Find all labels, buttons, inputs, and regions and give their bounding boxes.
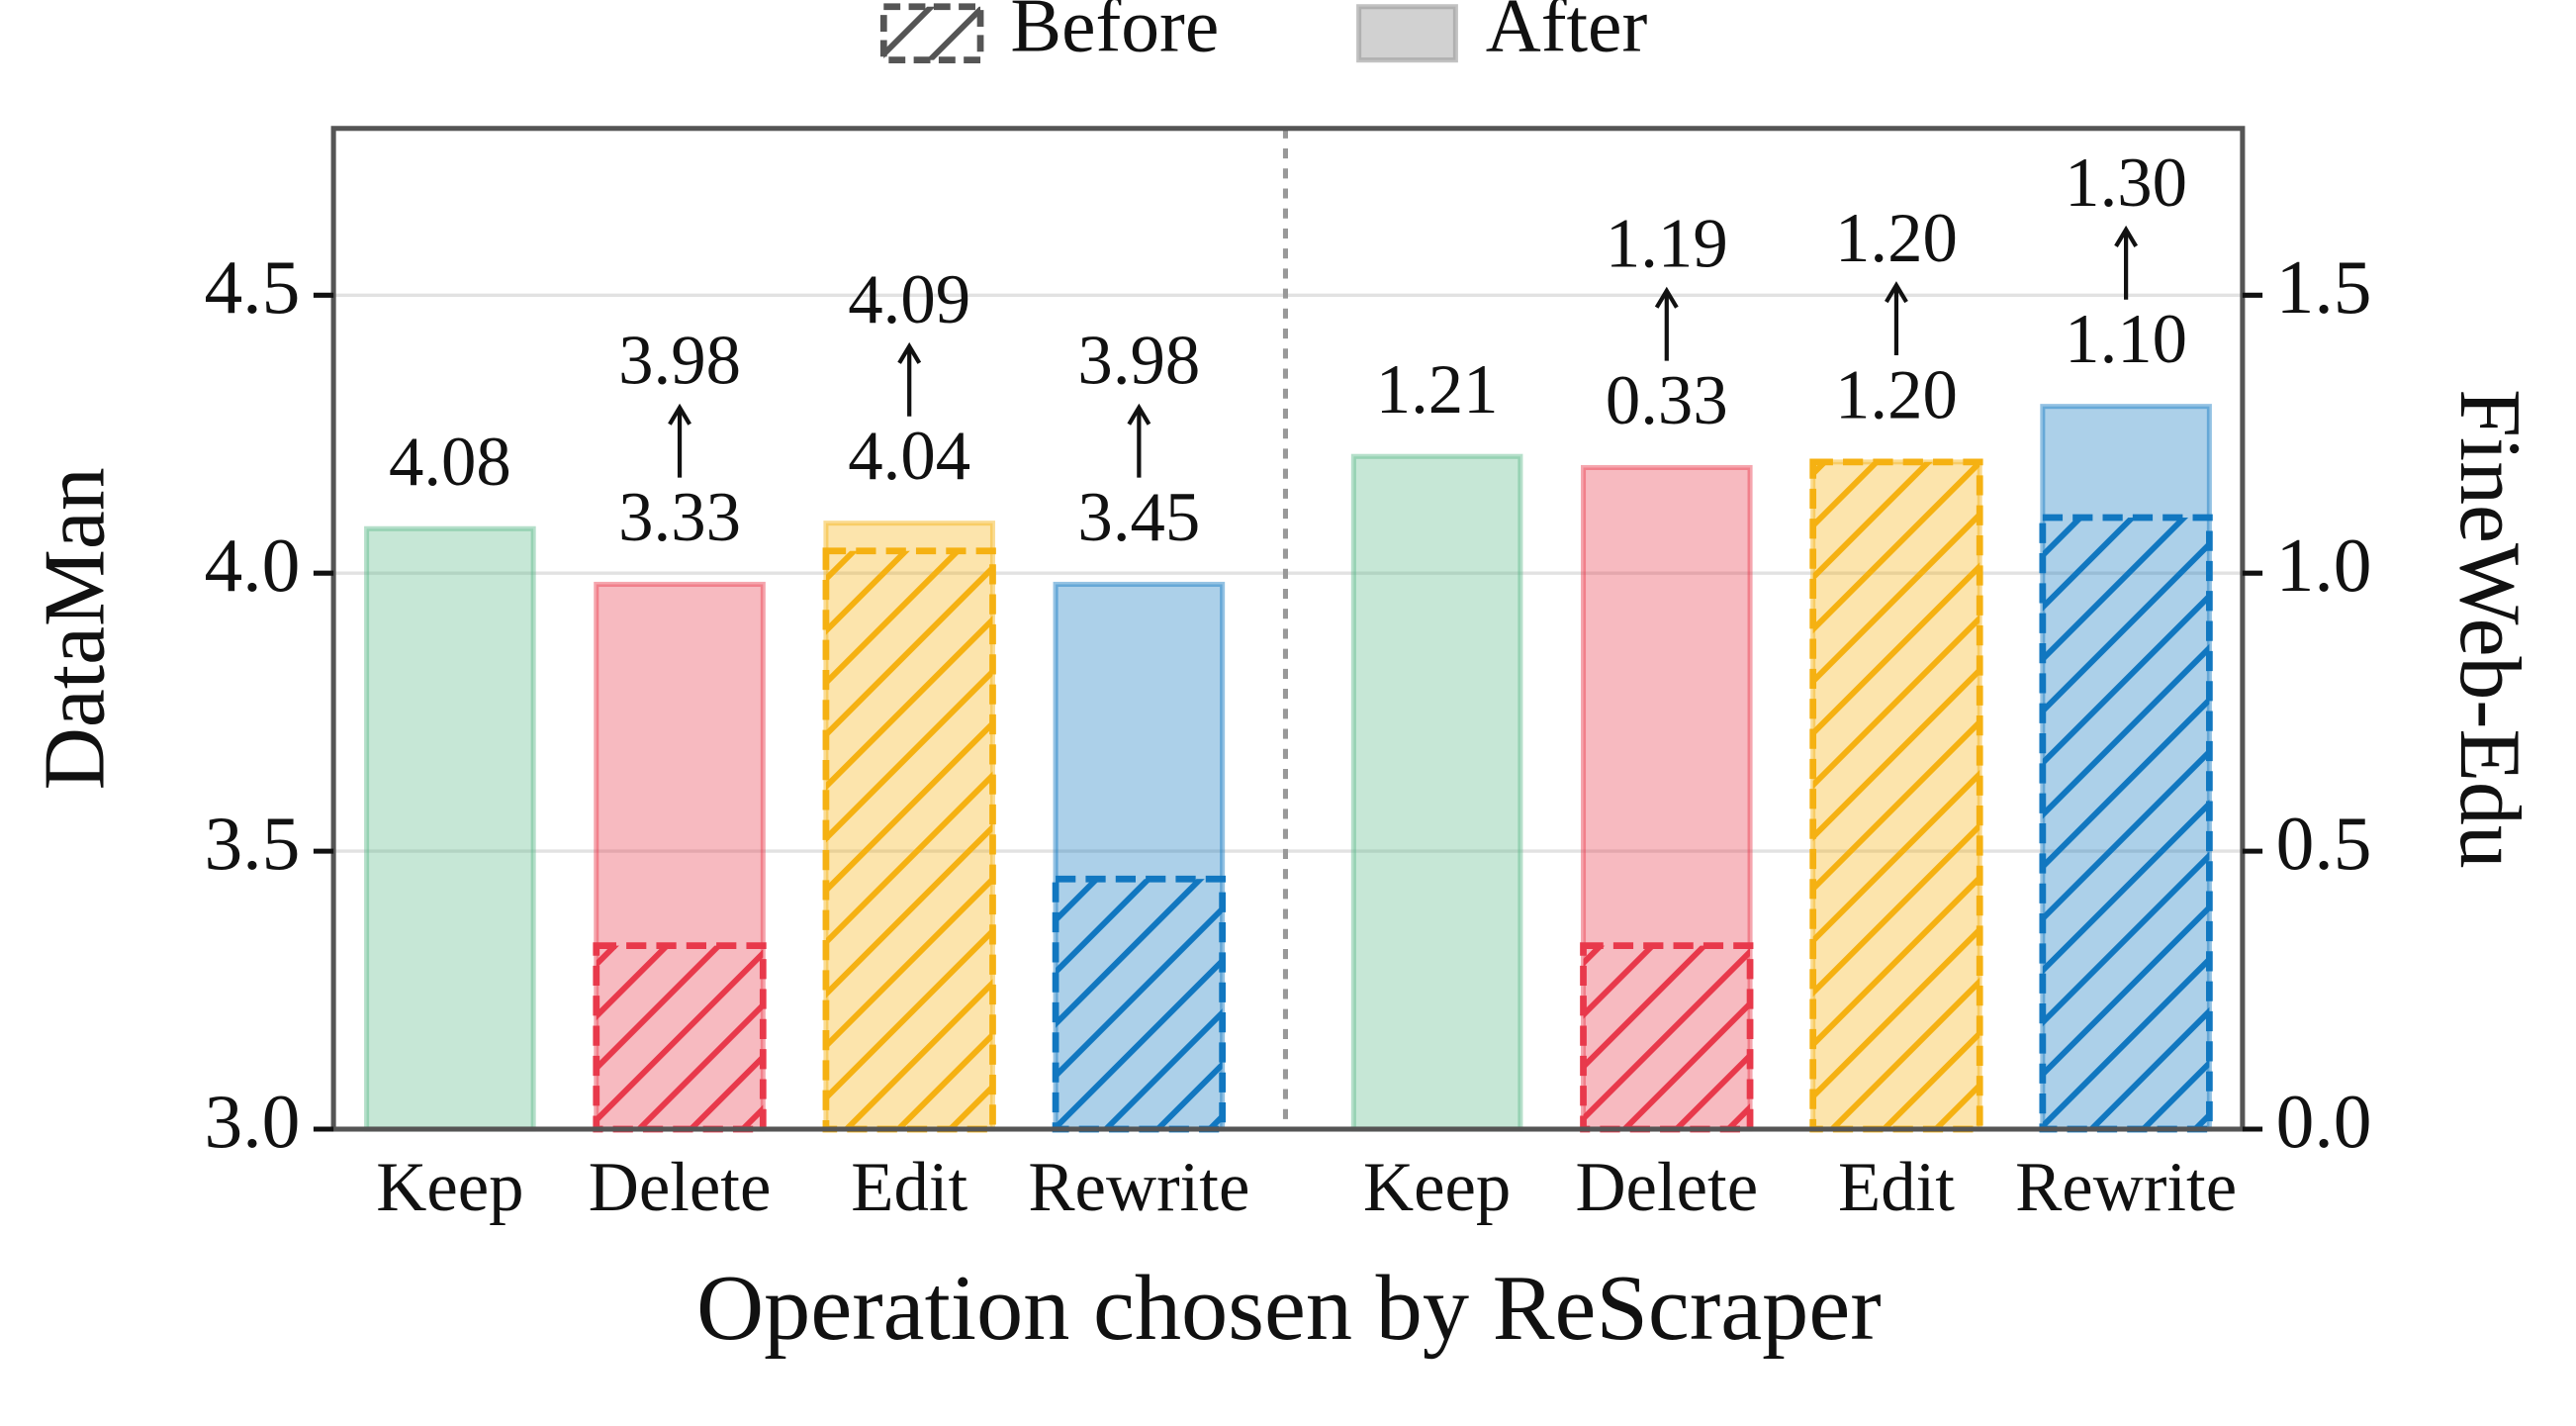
value-label: 4.09 (848, 261, 970, 338)
labels: 3.0 3.5 4.0 4.5 Keep 4.08 Delete 3.33 3.98 Edit 4.… (205, 0, 2372, 1226)
y-tick-label: 1.5 (2276, 244, 2372, 330)
x-tick-label: Rewrite (1028, 1149, 1249, 1226)
y-tick-label: 4.0 (205, 523, 301, 608)
bar-before (1809, 458, 1983, 1133)
legend-label: After (1486, 0, 1648, 68)
y-tick-label: 1.0 (2276, 523, 2372, 608)
value-label: 1.20 (1835, 356, 1958, 433)
legend-swatch (879, 3, 984, 64)
value-label: 1.10 (2065, 301, 2187, 378)
change-arrowhead (897, 341, 922, 364)
value-label: 1.19 (1606, 206, 1728, 283)
x-tick-label: Edit (1838, 1149, 1955, 1226)
change-arrowhead (1885, 281, 1908, 304)
value-label: 4.08 (389, 424, 511, 501)
x-axis-label: Operation chosen by ReScraper (696, 1257, 1882, 1360)
value-label: 1.20 (1835, 200, 1958, 277)
y-tick-label: 0.0 (2276, 1079, 2372, 1164)
plot-frame (330, 126, 2246, 1132)
value-label: 3.98 (618, 323, 741, 400)
y-tick-label: 3.0 (205, 1079, 301, 1164)
bar-before (1580, 942, 1754, 1133)
bar-after (1350, 453, 1523, 1132)
value-label: 3.98 (1077, 323, 1200, 400)
y-tick-label: 3.5 (205, 801, 301, 886)
value-label: 1.30 (2065, 144, 2187, 222)
bar-before (593, 942, 767, 1133)
value-label: 4.04 (848, 418, 970, 495)
bars (364, 404, 2213, 1133)
bar-before (822, 547, 996, 1133)
value-label: 1.21 (1376, 351, 1499, 428)
y2-axis-label: FineWeb-Edu (2442, 389, 2538, 869)
bar-after (364, 525, 536, 1132)
change-arrowhead (1654, 286, 1679, 309)
x-tick-label: Edit (851, 1149, 967, 1226)
bar-before (2039, 514, 2213, 1133)
legend-label: Before (1010, 0, 1219, 68)
y-tick-label: 4.5 (205, 244, 301, 330)
y-tick-label: 0.5 (2276, 801, 2372, 886)
change-arrowhead (668, 403, 691, 426)
change-arrowhead (2114, 225, 2139, 247)
value-label: 0.33 (1606, 362, 1728, 439)
x-tick-label: Keep (376, 1149, 523, 1226)
legend-swatch (1356, 4, 1458, 63)
x-tick-label: Delete (1575, 1149, 1758, 1226)
y-axis-label: DataMan (26, 467, 122, 790)
value-label: 3.45 (1077, 479, 1200, 556)
x-tick-label: Delete (589, 1149, 772, 1226)
value-label: 3.33 (618, 479, 741, 556)
x-tick-label: Keep (1363, 1149, 1511, 1226)
change-arrowhead (1127, 403, 1151, 426)
x-tick-label: Rewrite (2015, 1149, 2237, 1226)
bar-before (1052, 875, 1227, 1133)
